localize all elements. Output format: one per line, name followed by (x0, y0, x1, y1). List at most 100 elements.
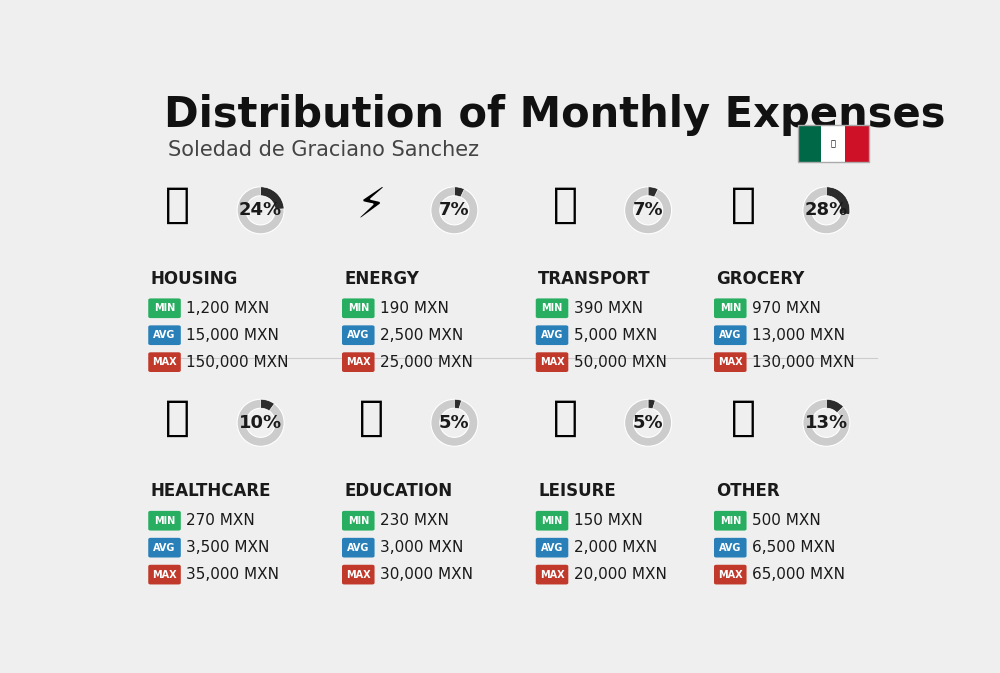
FancyBboxPatch shape (342, 565, 375, 584)
Text: 7%: 7% (439, 201, 470, 219)
Text: MIN: MIN (541, 304, 563, 313)
Text: 20,000 MXN: 20,000 MXN (574, 567, 667, 582)
Text: 15,000 MXN: 15,000 MXN (186, 328, 279, 343)
Wedge shape (261, 399, 274, 411)
Text: 190 MXN: 190 MXN (380, 301, 449, 316)
FancyBboxPatch shape (148, 298, 181, 318)
FancyBboxPatch shape (714, 325, 747, 345)
FancyBboxPatch shape (148, 565, 181, 584)
Wedge shape (454, 399, 462, 409)
Text: MAX: MAX (540, 357, 564, 367)
Text: MAX: MAX (540, 569, 564, 579)
Wedge shape (237, 187, 284, 234)
Text: 2,000 MXN: 2,000 MXN (574, 540, 657, 555)
FancyBboxPatch shape (148, 352, 181, 372)
Wedge shape (431, 187, 478, 234)
Text: 🛍️: 🛍️ (553, 396, 578, 439)
Text: AVG: AVG (347, 542, 369, 553)
Wedge shape (648, 187, 658, 197)
Text: MAX: MAX (346, 357, 371, 367)
Text: MAX: MAX (152, 569, 177, 579)
FancyBboxPatch shape (342, 325, 375, 345)
Wedge shape (261, 187, 284, 209)
Text: 🛒: 🛒 (731, 184, 756, 226)
Text: 🚌: 🚌 (553, 184, 578, 226)
Wedge shape (625, 187, 672, 234)
Wedge shape (625, 399, 672, 446)
Text: 7%: 7% (633, 201, 663, 219)
Text: HEALTHCARE: HEALTHCARE (151, 483, 271, 500)
Text: 🏢: 🏢 (165, 184, 190, 226)
FancyBboxPatch shape (536, 298, 568, 318)
Text: TRANSPORT: TRANSPORT (538, 270, 651, 288)
Text: 5,000 MXN: 5,000 MXN (574, 328, 657, 343)
Text: 30,000 MXN: 30,000 MXN (380, 567, 473, 582)
Wedge shape (826, 187, 850, 215)
Text: EDUCATION: EDUCATION (344, 483, 452, 500)
Text: 5%: 5% (439, 414, 470, 432)
FancyBboxPatch shape (536, 538, 568, 557)
Text: LEISURE: LEISURE (538, 483, 616, 500)
FancyBboxPatch shape (714, 298, 747, 318)
FancyBboxPatch shape (845, 125, 869, 162)
Text: 3,500 MXN: 3,500 MXN (186, 540, 270, 555)
Text: 28%: 28% (805, 201, 848, 219)
Wedge shape (648, 399, 655, 409)
FancyBboxPatch shape (714, 538, 747, 557)
FancyBboxPatch shape (821, 125, 845, 162)
Text: 970 MXN: 970 MXN (752, 301, 821, 316)
FancyBboxPatch shape (342, 511, 375, 530)
Wedge shape (431, 399, 478, 446)
FancyBboxPatch shape (714, 352, 747, 372)
Wedge shape (803, 399, 850, 446)
Text: 13%: 13% (805, 414, 848, 432)
Text: OTHER: OTHER (716, 483, 780, 500)
FancyBboxPatch shape (714, 511, 747, 530)
Text: 5%: 5% (633, 414, 663, 432)
Text: AVG: AVG (541, 542, 563, 553)
Text: 500 MXN: 500 MXN (752, 513, 821, 528)
Text: MIN: MIN (348, 516, 369, 526)
Text: MIN: MIN (720, 516, 741, 526)
Text: MIN: MIN (720, 304, 741, 313)
Text: 230 MXN: 230 MXN (380, 513, 449, 528)
Text: 2,500 MXN: 2,500 MXN (380, 328, 463, 343)
Text: 1,200 MXN: 1,200 MXN (186, 301, 269, 316)
FancyBboxPatch shape (148, 538, 181, 557)
Text: 24%: 24% (239, 201, 282, 219)
Text: Soledad de Graciano Sanchez: Soledad de Graciano Sanchez (168, 141, 479, 160)
Text: MAX: MAX (152, 357, 177, 367)
Text: 150 MXN: 150 MXN (574, 513, 642, 528)
Text: AVG: AVG (153, 330, 176, 340)
Text: 3,000 MXN: 3,000 MXN (380, 540, 463, 555)
Text: 13,000 MXN: 13,000 MXN (752, 328, 845, 343)
Text: 💰: 💰 (731, 396, 756, 439)
Text: 6,500 MXN: 6,500 MXN (752, 540, 835, 555)
Text: Distribution of Monthly Expenses: Distribution of Monthly Expenses (164, 94, 945, 136)
Wedge shape (803, 187, 850, 234)
Text: GROCERY: GROCERY (716, 270, 805, 288)
Text: AVG: AVG (719, 542, 741, 553)
Text: 🦅: 🦅 (831, 139, 836, 148)
Text: MAX: MAX (346, 569, 371, 579)
FancyBboxPatch shape (536, 511, 568, 530)
FancyBboxPatch shape (714, 565, 747, 584)
Text: HOUSING: HOUSING (151, 270, 238, 288)
Text: AVG: AVG (347, 330, 369, 340)
FancyBboxPatch shape (342, 538, 375, 557)
FancyBboxPatch shape (536, 565, 568, 584)
Text: 270 MXN: 270 MXN (186, 513, 255, 528)
Wedge shape (826, 399, 844, 413)
Wedge shape (237, 399, 284, 446)
Text: 150,000 MXN: 150,000 MXN (186, 355, 289, 369)
Text: 35,000 MXN: 35,000 MXN (186, 567, 279, 582)
FancyBboxPatch shape (536, 325, 568, 345)
Text: MAX: MAX (718, 357, 743, 367)
Text: 65,000 MXN: 65,000 MXN (752, 567, 845, 582)
Text: MIN: MIN (541, 516, 563, 526)
Text: 🎓: 🎓 (359, 396, 384, 439)
Text: 130,000 MXN: 130,000 MXN (752, 355, 855, 369)
Text: 25,000 MXN: 25,000 MXN (380, 355, 473, 369)
Text: 10%: 10% (239, 414, 282, 432)
Text: MIN: MIN (154, 304, 175, 313)
